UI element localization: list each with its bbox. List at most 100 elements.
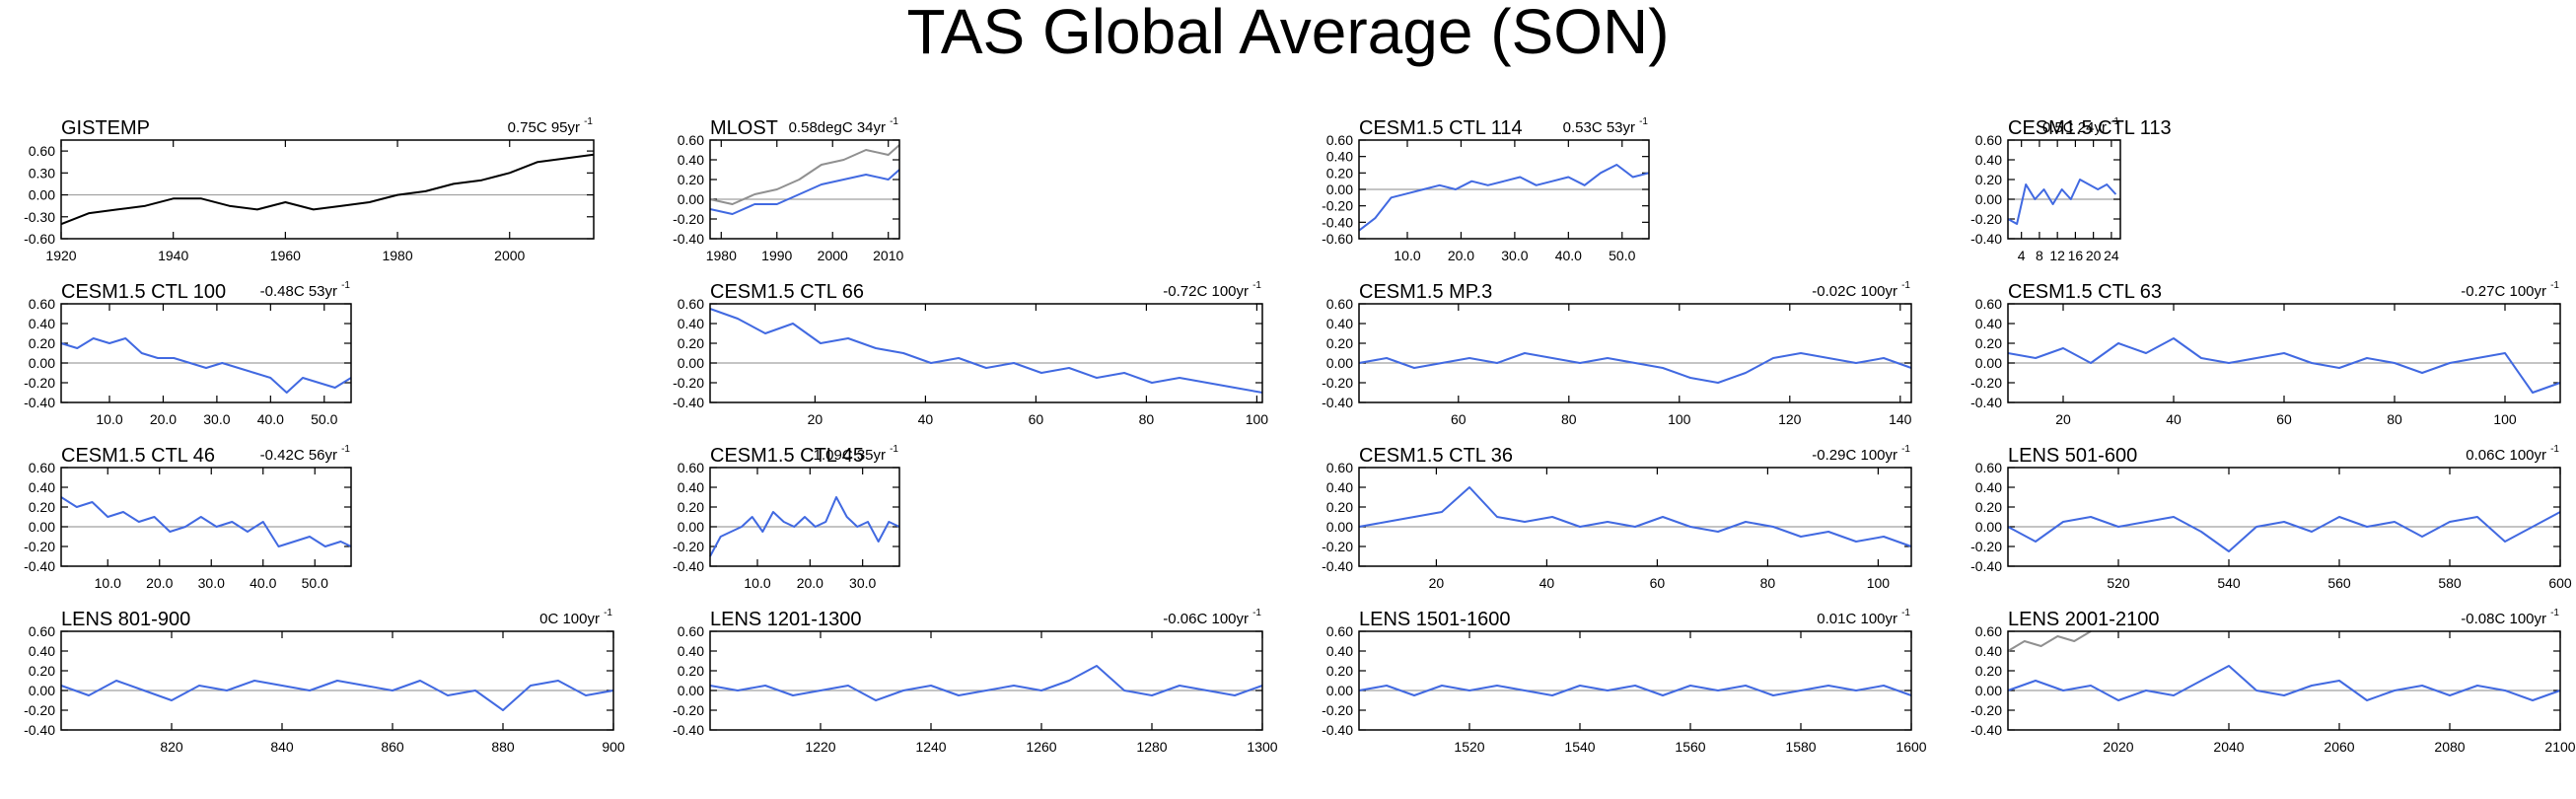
x-tick-label: 2000 (818, 248, 848, 263)
y-tick-label: 0.40 (1326, 643, 1353, 659)
plot-frame (2007, 139, 2121, 240)
y-tick-label: 0.00 (1326, 182, 1353, 197)
x-tick-label: 10.0 (744, 575, 770, 591)
chart-title: GISTEMP (61, 117, 150, 139)
series-line-1 (60, 680, 614, 711)
y-tick-label: 0.60 (1326, 623, 1353, 639)
trend-label: 0.06C 100yr (2466, 447, 2546, 464)
y-tick-label: 0.00 (29, 683, 55, 698)
y-tick-label: -0.40 (24, 395, 55, 410)
plot-frame (1358, 303, 1912, 403)
y-tick-label: -0.20 (1322, 702, 1353, 718)
chart-panel-1: GISTEMP 0.75C 95yr -1 -0.60 -0.30 0.00 0.30 0.6… (24, 116, 595, 263)
chart-title: CESM1.5 MP.3 (1359, 281, 1492, 303)
x-tick-label: 1260 (1026, 739, 1056, 755)
x-tick-label: 20.0 (146, 575, 173, 591)
y-tick-label: -0.40 (24, 722, 55, 738)
y-tick-label: 0.20 (678, 172, 704, 187)
y-tick-label: -0.40 (24, 558, 55, 574)
y-tick-label: -0.40 (673, 722, 704, 738)
x-tick-label: 120 (1778, 411, 1802, 427)
x-tick-label: 20 (1429, 575, 1445, 591)
y-tick-label: 0.60 (1975, 132, 2002, 148)
x-tick-label: 2000 (494, 248, 525, 263)
plot-frame (60, 630, 614, 731)
y-tick-label: 0.00 (1326, 355, 1353, 371)
y-tick-label: 0.00 (678, 683, 704, 698)
y-tick-label: 0.40 (1326, 316, 1353, 331)
y-tick-label: 0.40 (1975, 152, 2002, 168)
y-tick-label: 0.20 (1326, 663, 1353, 679)
chart-title: CESM1.5 CTL 63 (2008, 281, 2162, 303)
chart-title: CESM1.5 CTL 114 (1359, 117, 1523, 139)
x-tick-label: 1940 (158, 248, 188, 263)
y-tick-label: 0.20 (1975, 663, 2002, 679)
y-tick-label: -0.40 (673, 395, 704, 410)
trend-label: 0C 100yr (539, 611, 600, 627)
trend-label: -0.29C 100yr (1812, 447, 1897, 464)
trend-label: 0.58degC 34yr (789, 119, 886, 136)
x-tick-label: 80 (2387, 411, 2402, 427)
trend-exponent: -1 (890, 444, 898, 455)
x-tick-label: 860 (381, 739, 404, 755)
y-tick-label: 0.20 (678, 663, 704, 679)
page-title: TAS Global Average (SON) (906, 0, 1670, 67)
x-tick-label: 40 (2166, 411, 2182, 427)
y-tick-label: -0.60 (1322, 231, 1353, 247)
x-tick-label: 20 (808, 411, 823, 427)
y-tick-label: 0.40 (1326, 149, 1353, 165)
x-tick-label: 1540 (1564, 739, 1595, 755)
trend-label: 0.75C 95yr (508, 119, 580, 136)
y-tick-label: 0.60 (29, 143, 55, 159)
x-tick-label: 580 (2438, 575, 2462, 591)
x-tick-label: 540 (2217, 575, 2241, 591)
trend-exponent: -1 (2550, 608, 2559, 618)
y-tick-label: 0.40 (678, 643, 704, 659)
chart-panel-5: CESM1.5 CTL 100 -0.48C 53yr -1 -0.40 -0.20 0.… (24, 280, 352, 427)
plot-frame (1358, 630, 1912, 731)
plot-frame (1358, 139, 1650, 240)
plot-frame (1358, 467, 1912, 567)
y-tick-label: -0.20 (673, 211, 704, 227)
x-tick-label: 1520 (1454, 739, 1484, 755)
y-tick-label: -0.40 (1322, 395, 1353, 410)
chart-panel-9: CESM1.5 CTL 46 -0.42C 56yr -1 -0.40 -0.20 0.0… (24, 444, 352, 591)
x-tick-label: 16 (2068, 248, 2084, 263)
y-tick-label: 0.40 (1975, 643, 2002, 659)
y-tick-label: 0.40 (678, 316, 704, 331)
plot-frame (2007, 303, 2561, 403)
y-tick-label: -0.20 (24, 702, 55, 718)
y-tick-label: 0.30 (29, 165, 55, 181)
x-tick-label: 20 (2086, 248, 2102, 263)
series-line-1 (60, 496, 352, 547)
series-line-1 (1358, 486, 1912, 547)
x-tick-label: 2010 (873, 248, 903, 263)
chart-panel-2: MLOST 0.58degC 34yr -1 -0.40 -0.20 0.00 0.20 0.… (673, 116, 903, 263)
y-tick-label: -0.20 (1322, 198, 1353, 214)
y-tick-label: 0.20 (678, 499, 704, 515)
y-tick-label: 0.40 (29, 316, 55, 331)
x-tick-label: 1580 (1785, 739, 1816, 755)
y-tick-label: -0.20 (1970, 211, 2002, 227)
x-tick-label: 24 (2104, 248, 2119, 263)
x-tick-label: 60 (1029, 411, 1044, 427)
y-tick-label: 0.60 (29, 623, 55, 639)
y-tick-label: 0.00 (1975, 191, 2002, 207)
x-tick-label: 10.0 (96, 411, 122, 427)
chart-title: LENS 501-600 (2008, 445, 2137, 467)
series-line-2 (2007, 665, 2561, 701)
y-tick-label: 0.00 (1975, 519, 2002, 535)
series-line-1 (709, 496, 900, 557)
y-tick-label: 0.00 (1326, 683, 1353, 698)
series-line-1 (709, 308, 1263, 394)
x-tick-label: 1600 (1896, 739, 1926, 755)
y-tick-label: 0.40 (1975, 316, 2002, 331)
y-tick-label: -0.40 (1322, 722, 1353, 738)
y-tick-label: 0.60 (1975, 623, 2002, 639)
trend-label: -0.08C 100yr (2461, 611, 2546, 627)
x-tick-label: 1980 (706, 248, 737, 263)
x-tick-label: 1220 (805, 739, 835, 755)
chart-panel-11: CESM1.5 CTL 36 -0.29C 100yr -1 -0.40 -0.20 0.… (1322, 444, 1912, 591)
series-line-1 (709, 665, 1263, 701)
x-tick-label: 1960 (270, 248, 301, 263)
